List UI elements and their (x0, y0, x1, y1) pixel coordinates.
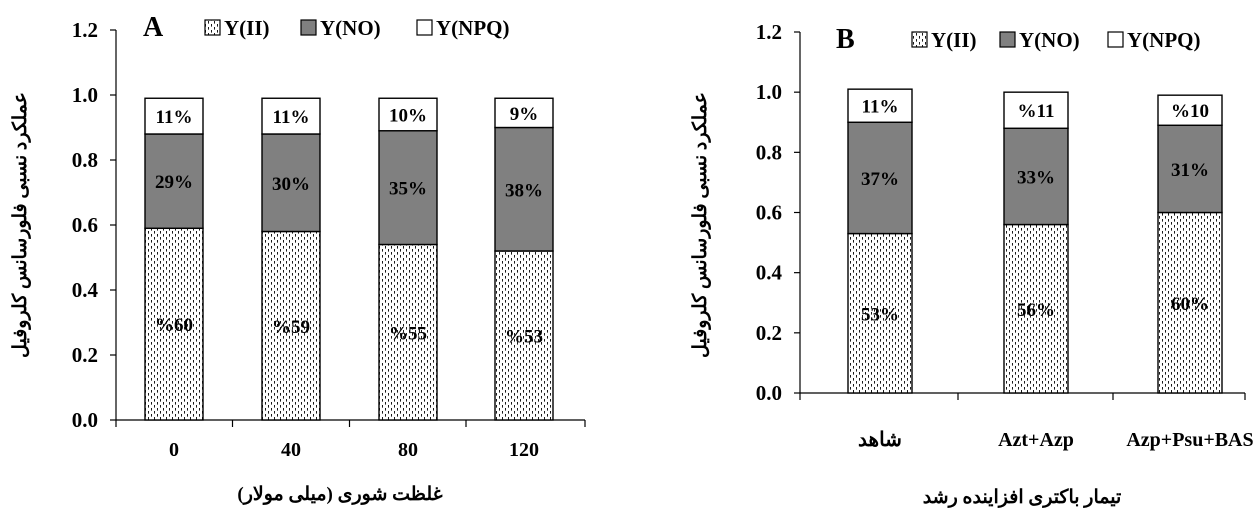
bar-yno-segment (494, 126, 554, 252)
legend-label: Y(II) (931, 28, 977, 52)
data-label: 60% (1171, 294, 1209, 315)
legend-swatch (416, 19, 433, 36)
x-category-label: Azt+Azp (998, 429, 1074, 451)
bar-yii-segment (261, 230, 321, 421)
legend-label: Y(NO) (1019, 28, 1080, 52)
y-axis-title: عملکرد نسبی فلورسانس کلروفیل (10, 92, 31, 358)
data-label: 11% (273, 107, 310, 128)
y-axis-title: عملکرد نسبی فلورسانس کلروفیل (690, 92, 711, 358)
bar-yii-segment (494, 250, 554, 421)
legend-label: Y(NO) (320, 16, 381, 40)
bar-ynpq-segment (1003, 91, 1069, 129)
legend-swatch (911, 31, 928, 48)
y-tick-label: 0.6 (756, 201, 782, 225)
x-category-label: 40 (281, 439, 301, 461)
data-label: 10% (389, 106, 427, 127)
y-tick-label: 0.2 (72, 343, 98, 367)
bar-yii-segment (1003, 223, 1069, 394)
data-label: 31% (1171, 160, 1209, 181)
chart-panel-b: 0.0 0.2 0.4 0.6 0.8 1.0 1.2 53% 37% 11% شاهد 56% 33%… (690, 20, 1254, 508)
legend-swatch (1107, 31, 1124, 48)
x-category-label: شاهد (858, 429, 902, 451)
y-tick-label: 0.8 (756, 140, 782, 164)
data-label: %53 (505, 327, 543, 348)
chart-panel-a: 0.0 0.2 0.4 0.6 0.8 1.0 1.2 %60 29% 11% 0 %59 30% 11%… (10, 12, 586, 505)
bar-ynpq-segment (261, 97, 321, 135)
y-tick-label: 0.0 (756, 381, 782, 405)
bar-ynpq-segment (1157, 94, 1223, 126)
legend-label: Y(II) (224, 16, 270, 40)
bar-yno-segment (261, 133, 321, 233)
legend-swatch (999, 31, 1016, 48)
legend-swatch (204, 19, 221, 36)
y-tick-label: 0.4 (72, 278, 99, 302)
data-label: %55 (389, 323, 427, 344)
data-label: 9% (510, 104, 539, 125)
bar-yno-segment (1157, 124, 1223, 214)
data-label: %59 (272, 317, 310, 338)
bar-yii-segment (378, 243, 438, 421)
y-tick-label: 0.0 (72, 408, 98, 432)
y-tick-label: 1.2 (72, 18, 98, 42)
data-label: 11% (156, 107, 193, 128)
data-label: 29% (155, 172, 193, 193)
bar-yno-segment (144, 133, 204, 229)
data-label: %60 (155, 315, 193, 336)
legend-swatch (300, 19, 317, 36)
data-label: %10 (1171, 101, 1209, 122)
panel-letter: A (143, 12, 164, 43)
data-label: 56% (1017, 300, 1055, 321)
y-tick-label: 1.2 (756, 20, 782, 44)
panel-letter: B (836, 24, 855, 55)
data-label: 33% (1017, 167, 1055, 188)
x-category-label: Azp+Psu+BAS (1126, 429, 1253, 451)
data-label: 11% (862, 97, 899, 118)
data-label: 37% (861, 169, 899, 190)
data-label: %11 (1018, 101, 1055, 122)
x-category-label: 80 (398, 439, 418, 461)
y-tick-label: 0.4 (756, 261, 783, 285)
bar-yii-segment (847, 232, 913, 394)
data-label: 53% (861, 304, 899, 325)
x-axis-title: تیمار باکتری افزاینده رشد (923, 487, 1122, 508)
y-tick-label: 0.2 (756, 321, 782, 345)
bar-ynpq-segment (847, 88, 913, 123)
bar-yno-segment (847, 121, 913, 235)
bar-yii-segment (144, 227, 204, 421)
bar-yno-segment (1003, 127, 1069, 226)
legend-label: Y(NPQ) (436, 16, 509, 40)
x-category-label: 0 (169, 439, 179, 461)
bar-ynpq-segment (494, 97, 554, 129)
data-label: 35% (389, 179, 427, 200)
x-category-label: 120 (509, 439, 539, 461)
y-tick-label: 1.0 (756, 80, 782, 104)
y-tick-label: 1.0 (72, 83, 98, 107)
data-label: 38% (505, 180, 543, 201)
bar-yno-segment (378, 130, 438, 246)
y-tick-label: 0.8 (72, 148, 98, 172)
y-tick-label: 0.6 (72, 213, 98, 237)
legend-label: Y(NPQ) (1127, 28, 1200, 52)
bar-ynpq-segment (144, 97, 204, 135)
x-axis-title: غلظت شوری (میلی مولار) (237, 484, 442, 505)
data-label: 30% (272, 174, 310, 195)
bar-ynpq-segment (378, 97, 438, 132)
